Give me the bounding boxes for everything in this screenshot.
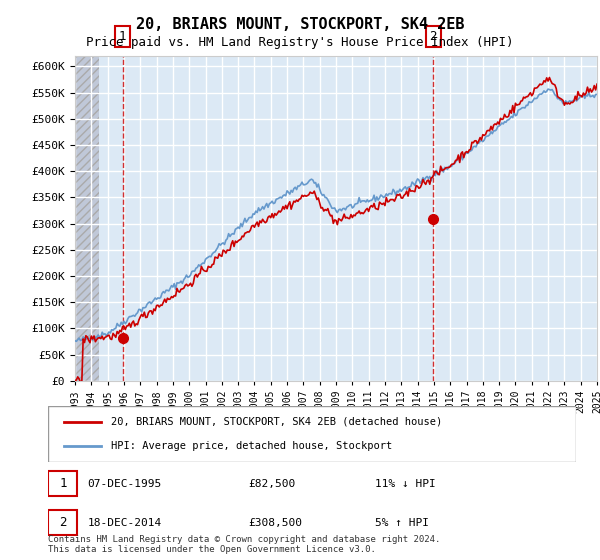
Text: Price paid vs. HM Land Registry's House Price Index (HPI): Price paid vs. HM Land Registry's House … xyxy=(86,36,514,49)
Text: HPI: Average price, detached house, Stockport: HPI: Average price, detached house, Stoc… xyxy=(112,441,392,451)
Text: 11% ↓ HPI: 11% ↓ HPI xyxy=(376,479,436,489)
Text: 1: 1 xyxy=(119,30,127,43)
Text: £308,500: £308,500 xyxy=(248,518,302,528)
Text: £82,500: £82,500 xyxy=(248,479,296,489)
Text: 1: 1 xyxy=(59,477,67,490)
FancyBboxPatch shape xyxy=(48,406,576,462)
Text: 2: 2 xyxy=(430,30,437,43)
Text: 18-DEC-2014: 18-DEC-2014 xyxy=(88,518,162,528)
FancyBboxPatch shape xyxy=(48,471,77,496)
Text: 20, BRIARS MOUNT, STOCKPORT, SK4 2EB: 20, BRIARS MOUNT, STOCKPORT, SK4 2EB xyxy=(136,17,464,32)
Text: 20, BRIARS MOUNT, STOCKPORT, SK4 2EB (detached house): 20, BRIARS MOUNT, STOCKPORT, SK4 2EB (de… xyxy=(112,417,443,427)
Text: 2: 2 xyxy=(59,516,67,529)
Text: 07-DEC-1995: 07-DEC-1995 xyxy=(88,479,162,489)
Text: Contains HM Land Registry data © Crown copyright and database right 2024.
This d: Contains HM Land Registry data © Crown c… xyxy=(48,535,440,554)
Bar xyxy=(75,56,100,381)
FancyBboxPatch shape xyxy=(48,510,77,535)
Text: 5% ↑ HPI: 5% ↑ HPI xyxy=(376,518,430,528)
